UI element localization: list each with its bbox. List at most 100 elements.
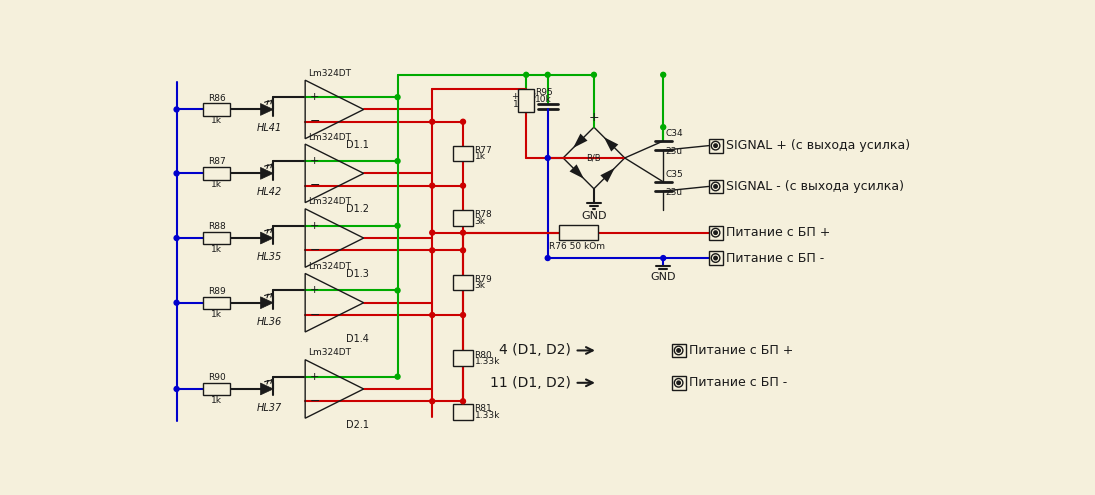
Text: R80: R80 [474,350,493,359]
Text: Lm324DT: Lm324DT [309,198,351,206]
Text: HL41: HL41 [256,123,281,133]
Text: SIGNAL + (с выхода усилка): SIGNAL + (с выхода усилка) [726,139,910,152]
Text: −: − [310,179,320,192]
Circle shape [174,387,180,392]
Polygon shape [600,168,614,182]
Polygon shape [261,103,274,115]
Circle shape [429,312,435,317]
Text: GND: GND [650,272,676,282]
Circle shape [429,183,435,188]
Circle shape [174,236,180,241]
Polygon shape [261,232,274,244]
Text: R86: R86 [208,94,226,102]
Text: D2.1: D2.1 [346,420,369,430]
Circle shape [677,348,680,352]
Text: HL36: HL36 [256,317,281,327]
Circle shape [174,107,180,112]
Bar [203,232,230,244]
Text: +C33: +C33 [511,92,537,101]
Circle shape [714,256,717,260]
Circle shape [395,288,400,293]
Text: +: + [310,156,319,166]
Circle shape [675,379,683,387]
Circle shape [545,155,550,160]
Circle shape [712,142,719,150]
Text: D1.3: D1.3 [346,269,369,279]
Bar [708,180,723,194]
Text: +: + [310,221,319,231]
Bar [671,376,685,390]
Circle shape [461,312,465,317]
Bar [671,344,685,357]
Polygon shape [573,134,588,148]
Circle shape [660,125,666,130]
Circle shape [660,72,666,77]
Bar [453,404,473,420]
Polygon shape [261,297,274,309]
Text: Lm324DT: Lm324DT [309,133,351,142]
Text: 1.33k: 1.33k [474,411,500,420]
Text: Питание с БП +: Питание с БП + [726,226,831,239]
Circle shape [677,381,680,385]
Bar [203,383,230,395]
Text: 10k: 10k [535,95,552,104]
Text: SIGNAL - (с выхода усилка): SIGNAL - (с выхода усилка) [726,180,904,193]
Polygon shape [569,164,584,179]
Text: 3k: 3k [474,217,485,226]
Text: 23u: 23u [666,188,682,197]
Text: +: + [310,92,319,102]
Text: R88: R88 [208,222,226,231]
Text: Lm324DT: Lm324DT [309,348,351,357]
Text: R77: R77 [474,146,493,155]
Text: 1k: 1k [211,180,222,189]
Bar [203,297,230,309]
Text: 4 (D1, D2): 4 (D1, D2) [499,344,570,357]
Bar [453,350,473,366]
Text: 1k: 1k [211,245,222,254]
Text: R90: R90 [208,373,226,382]
Circle shape [395,223,400,228]
Text: D1.1: D1.1 [346,140,369,150]
Circle shape [712,228,719,237]
Text: D1.2: D1.2 [346,204,369,214]
Text: HL37: HL37 [256,403,281,413]
Circle shape [429,399,435,404]
Circle shape [461,183,465,188]
Circle shape [461,230,465,235]
Text: −: − [310,244,320,257]
Text: 3k: 3k [474,281,485,290]
Text: 1k: 1k [211,310,222,319]
Circle shape [714,144,717,148]
Text: Lm324DT: Lm324DT [309,262,351,271]
Circle shape [545,255,550,260]
Circle shape [461,119,465,124]
Circle shape [591,72,597,77]
Text: R78: R78 [474,210,493,219]
Text: 1.33k: 1.33k [474,357,500,366]
Text: +: + [310,372,319,382]
Text: 11 (D1, D2): 11 (D1, D2) [489,376,570,390]
Circle shape [523,72,529,77]
Circle shape [395,374,400,379]
Polygon shape [261,383,274,395]
Text: R89: R89 [208,287,226,296]
Circle shape [429,230,435,235]
Circle shape [545,72,550,77]
Text: Lm324DT: Lm324DT [309,69,351,78]
Circle shape [174,300,180,305]
Text: R87: R87 [208,157,226,166]
Circle shape [395,158,400,163]
Text: R95: R95 [535,88,553,97]
Text: Питание с БП +: Питание с БП + [690,344,794,357]
Text: GND: GND [581,211,607,221]
Text: −: − [310,308,320,322]
Bar [518,89,534,112]
Circle shape [395,95,400,99]
Circle shape [461,248,465,253]
Bar [453,275,473,291]
Bar [453,146,473,161]
Circle shape [174,171,180,176]
Text: −: − [310,115,320,128]
Text: +: + [310,286,319,296]
Text: R81: R81 [474,404,493,413]
